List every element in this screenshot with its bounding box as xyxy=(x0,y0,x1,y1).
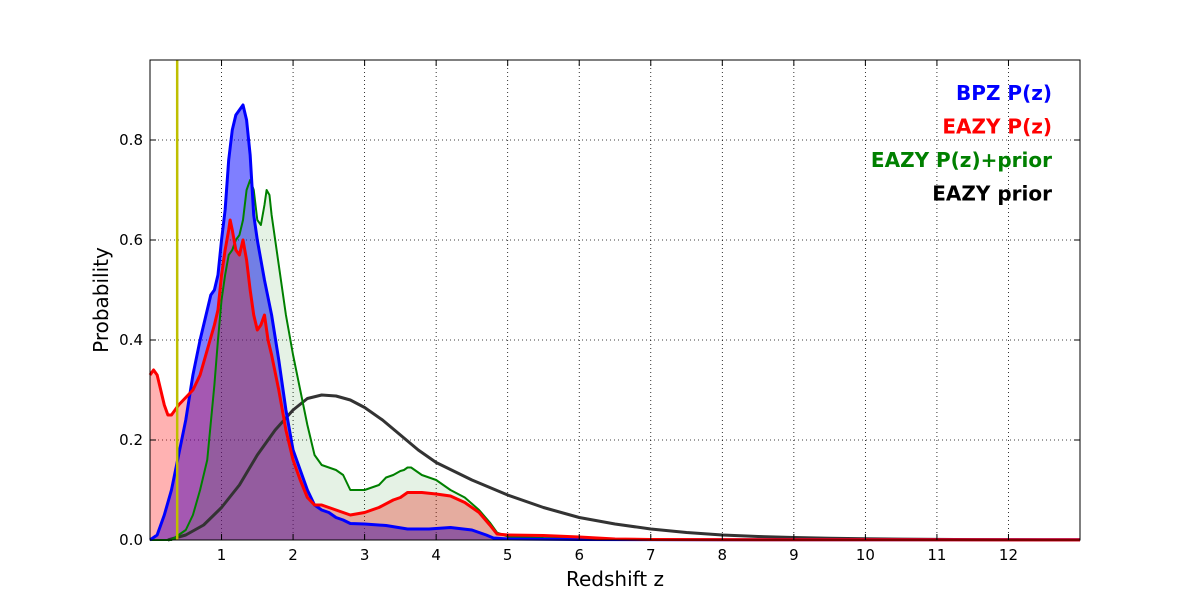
x-tick-label: 7 xyxy=(646,546,656,564)
y-tick-label: 0.8 xyxy=(119,131,143,149)
x-tick-label: 1 xyxy=(217,546,227,564)
legend-entry-eazy-prior: EAZY prior xyxy=(932,182,1052,206)
x-axis-label: Redshift z xyxy=(566,567,664,591)
legend: BPZ P(z) EAZY P(z) EAZY P(z)+prior EAZY pri… xyxy=(871,81,1052,206)
y-tick-label: 0.4 xyxy=(119,331,143,349)
series-fills xyxy=(150,105,1080,540)
eazy-p-z-fill xyxy=(150,220,1080,540)
eazy-p-z-prior-line xyxy=(150,179,1081,541)
x-tick-label: 8 xyxy=(718,546,728,564)
eazy-p-z-line xyxy=(148,218,1081,542)
legend-entry-eazy-p-z: EAZY P(z) xyxy=(942,115,1052,139)
x-tick-label: 4 xyxy=(431,546,441,564)
x-tick-label: 3 xyxy=(360,546,370,564)
x-tick-label: 10 xyxy=(856,546,875,564)
bpz-p-z-line xyxy=(149,103,1080,542)
tick-labels: 1 2 3 4 5 6 7 8 9 10 11 120.00.20.40.60.8 xyxy=(119,131,1018,564)
x-tick-label: 12 xyxy=(999,546,1018,564)
x-tick-label: 9 xyxy=(789,546,799,564)
y-tick-label: 0.6 xyxy=(119,231,143,249)
grid-lines xyxy=(150,60,1080,540)
legend-entry-bpz-p-z: BPZ P(z) xyxy=(956,81,1052,105)
x-tick-label: 2 xyxy=(288,546,298,564)
bpz-p-z-fill xyxy=(150,105,1080,540)
y-axis-label: Probability xyxy=(89,247,113,353)
x-tick-label: 5 xyxy=(503,546,513,564)
eazy-p-z-prior-fill xyxy=(150,180,1080,540)
x-tick-label: 11 xyxy=(927,546,946,564)
y-tick-label: 0.2 xyxy=(119,431,143,449)
series-lines xyxy=(148,103,1081,542)
y-tick-label: 0.0 xyxy=(119,531,143,549)
plot-frame xyxy=(149,59,1081,541)
legend-entry-eazy-p-z-prior: EAZY P(z)+prior xyxy=(871,148,1052,172)
axis-ticks xyxy=(150,60,1080,541)
x-tick-label: 6 xyxy=(574,546,584,564)
